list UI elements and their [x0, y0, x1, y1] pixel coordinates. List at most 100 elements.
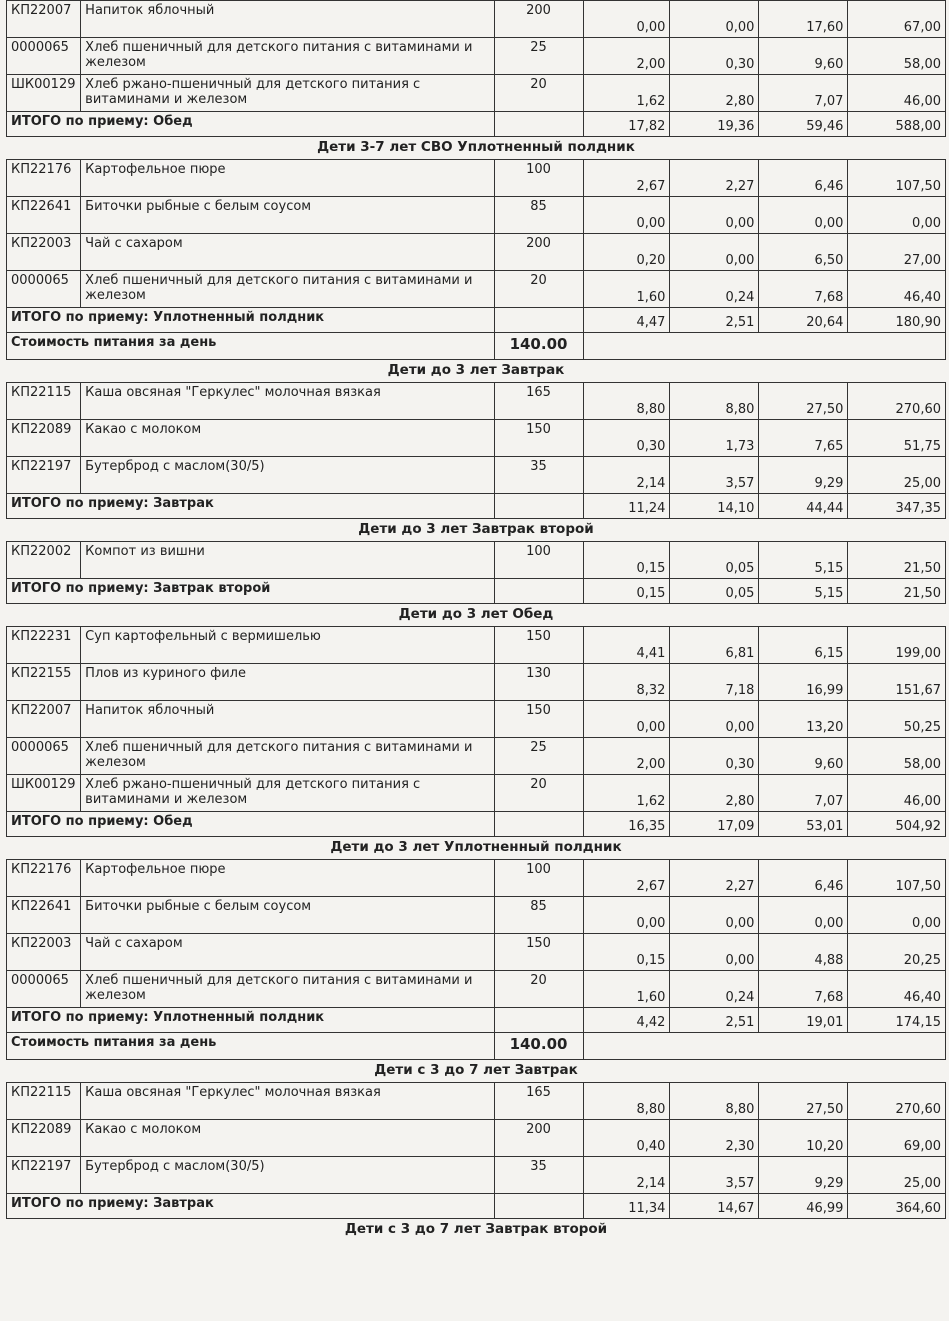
- fat: 0,05: [669, 541, 760, 579]
- protein: 8,32: [582, 663, 671, 701]
- empty-cell: [493, 307, 584, 333]
- protein: 0,30: [582, 419, 671, 457]
- total-protein: 11,34: [582, 1193, 671, 1219]
- empty-cell: [582, 332, 947, 360]
- total-protein: 17,82: [582, 111, 671, 137]
- empty-cell: [493, 578, 584, 604]
- total-kcal: 21,50: [847, 578, 946, 604]
- dish-name: Картофельное пюре: [80, 159, 495, 197]
- cost-value: 140.00: [493, 332, 584, 360]
- fat: 3,57: [669, 456, 760, 494]
- protein: 2,14: [582, 1156, 671, 1194]
- menu-row: КП22089 Какао с молоком 200 0,40 2,30 10,20 69…: [5, 1119, 946, 1157]
- dish-name: Хлеб пшеничный для детского питания с ви…: [80, 37, 495, 75]
- code: 0000065: [5, 270, 82, 308]
- carbs: 10,20: [758, 1119, 849, 1157]
- kcal: 46,40: [847, 970, 946, 1008]
- protein: 2,67: [582, 159, 671, 197]
- fat: 7,18: [669, 663, 760, 701]
- protein: 1,62: [582, 774, 671, 812]
- protein: 2,00: [582, 737, 671, 775]
- code: 0000065: [5, 37, 82, 75]
- protein: 2,00: [582, 37, 671, 75]
- weight: 200: [493, 0, 584, 38]
- weight: 100: [493, 541, 584, 579]
- menu-row: ШК00129 Хлеб ржано-пшеничный для детского…: [5, 774, 946, 812]
- total-label: ИТОГО по приему: Обед: [6, 811, 495, 837]
- fat: 8,80: [669, 1082, 760, 1120]
- total-carbs: 46,99: [758, 1193, 849, 1219]
- kcal: 58,00: [847, 737, 946, 775]
- kcal: 0,00: [847, 196, 946, 234]
- weight: 165: [493, 1082, 584, 1120]
- dish-name: Плов из куриного филе: [80, 663, 495, 701]
- fat: 0,24: [669, 270, 760, 308]
- protein: 1,62: [582, 74, 671, 112]
- code: ШК00129: [5, 74, 82, 112]
- code: 0000065: [5, 737, 82, 775]
- dish-name: Хлеб пшеничный для детского питания с ви…: [80, 270, 495, 308]
- weight: 200: [493, 233, 584, 271]
- kcal: 51,75: [847, 419, 946, 457]
- code: КП22002: [5, 541, 82, 579]
- fat: 1,73: [669, 419, 760, 457]
- fat: 2,27: [669, 159, 760, 197]
- empty-cell: [493, 1007, 584, 1033]
- kcal: 270,60: [847, 382, 946, 420]
- section-heading: Дети до 3 лет Уплотненный полдник: [7, 837, 946, 860]
- total-protein: 11,24: [582, 493, 671, 519]
- total-carbs: 53,01: [758, 811, 849, 837]
- protein: 0,15: [582, 933, 671, 971]
- dish-name: Картофельное пюре: [80, 859, 495, 897]
- section-heading: Дети до 3 лет Завтрак: [7, 360, 946, 383]
- code: КП22007: [5, 0, 82, 38]
- weight: 25: [493, 737, 584, 775]
- total-row: ИТОГО по приему: Обед 16,35 17,09 53,01 504,…: [6, 811, 946, 837]
- total-fat: 0,05: [669, 578, 760, 604]
- dish-name: Суп картофельный с вермишелью: [80, 626, 495, 664]
- kcal: 67,00: [847, 0, 946, 38]
- carbs: 5,15: [758, 541, 849, 579]
- section-heading: Дети до 3 лет Обед: [7, 604, 946, 627]
- protein: 2,67: [582, 859, 671, 897]
- section-title: Дети 3-7 лет СВО Уплотненный полдник: [317, 139, 635, 155]
- protein: 0,20: [582, 233, 671, 271]
- weight: 20: [493, 270, 584, 308]
- weight: 25: [493, 37, 584, 75]
- protein: 0,40: [582, 1119, 671, 1157]
- weight: 35: [493, 1156, 584, 1194]
- total-fat: 14,67: [669, 1193, 760, 1219]
- weight: 130: [493, 663, 584, 701]
- menu-row: ШК00129 Хлеб ржано-пшеничный для детского…: [5, 74, 946, 112]
- kcal: 46,00: [847, 774, 946, 812]
- total-row: ИТОГО по приему: Завтрак второй 0,15 0,05 5…: [6, 578, 946, 604]
- kcal: 27,00: [847, 233, 946, 271]
- menu-row: 0000065 Хлеб пшеничный для детского питан…: [5, 270, 946, 308]
- fat: 6,81: [669, 626, 760, 664]
- total-carbs: 20,64: [758, 307, 849, 333]
- empty-cell: [493, 493, 584, 519]
- fat: 3,57: [669, 1156, 760, 1194]
- dish-name: Какао с молоком: [80, 419, 495, 457]
- carbs: 27,50: [758, 382, 849, 420]
- weight: 150: [493, 933, 584, 971]
- carbs: 9,60: [758, 37, 849, 75]
- weight: 150: [493, 419, 584, 457]
- total-protein: 16,35: [582, 811, 671, 837]
- section-title: Дети до 3 лет Завтрак второй: [358, 521, 594, 537]
- code: КП22197: [5, 456, 82, 494]
- total-fat: 17,09: [669, 811, 760, 837]
- code: КП22115: [5, 1082, 82, 1120]
- cost-label: Стоимость питания за день: [6, 332, 495, 360]
- carbs: 7,65: [758, 419, 849, 457]
- code: КП22176: [5, 859, 82, 897]
- code: КП22115: [5, 382, 82, 420]
- fat: 0,30: [669, 37, 760, 75]
- menu-row: КП22197 Бутерброд с маслом(30/5) 35 2,14 3,5…: [5, 456, 946, 494]
- carbs: 17,60: [758, 0, 849, 38]
- carbs: 9,60: [758, 737, 849, 775]
- section-title: Дети до 3 лет Завтрак: [387, 362, 565, 378]
- weight: 100: [493, 859, 584, 897]
- carbs: 6,15: [758, 626, 849, 664]
- menu-row: КП22003 Чай с сахаром 150 0,15 0,00 4,88 20,25: [5, 933, 946, 971]
